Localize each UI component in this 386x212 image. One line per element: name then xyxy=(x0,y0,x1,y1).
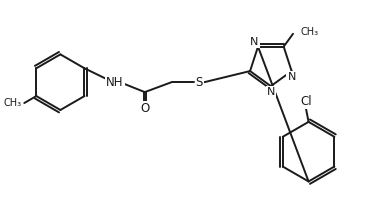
Text: N: N xyxy=(267,87,275,97)
Text: N: N xyxy=(251,37,259,47)
Text: CH₃: CH₃ xyxy=(301,27,319,37)
Text: S: S xyxy=(196,76,203,89)
Text: CH₃: CH₃ xyxy=(3,98,21,108)
Text: O: O xyxy=(140,102,149,116)
Text: NH: NH xyxy=(106,76,124,89)
Text: Cl: Cl xyxy=(300,95,312,107)
Text: N: N xyxy=(288,72,296,82)
